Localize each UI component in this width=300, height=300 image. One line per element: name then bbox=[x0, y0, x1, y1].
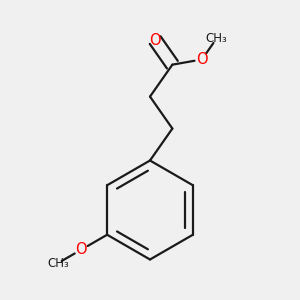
Text: O: O bbox=[196, 52, 208, 67]
Text: CH₃: CH₃ bbox=[206, 32, 227, 45]
Text: O: O bbox=[149, 33, 161, 48]
Text: O: O bbox=[75, 242, 87, 257]
Text: CH₃: CH₃ bbox=[47, 257, 69, 270]
